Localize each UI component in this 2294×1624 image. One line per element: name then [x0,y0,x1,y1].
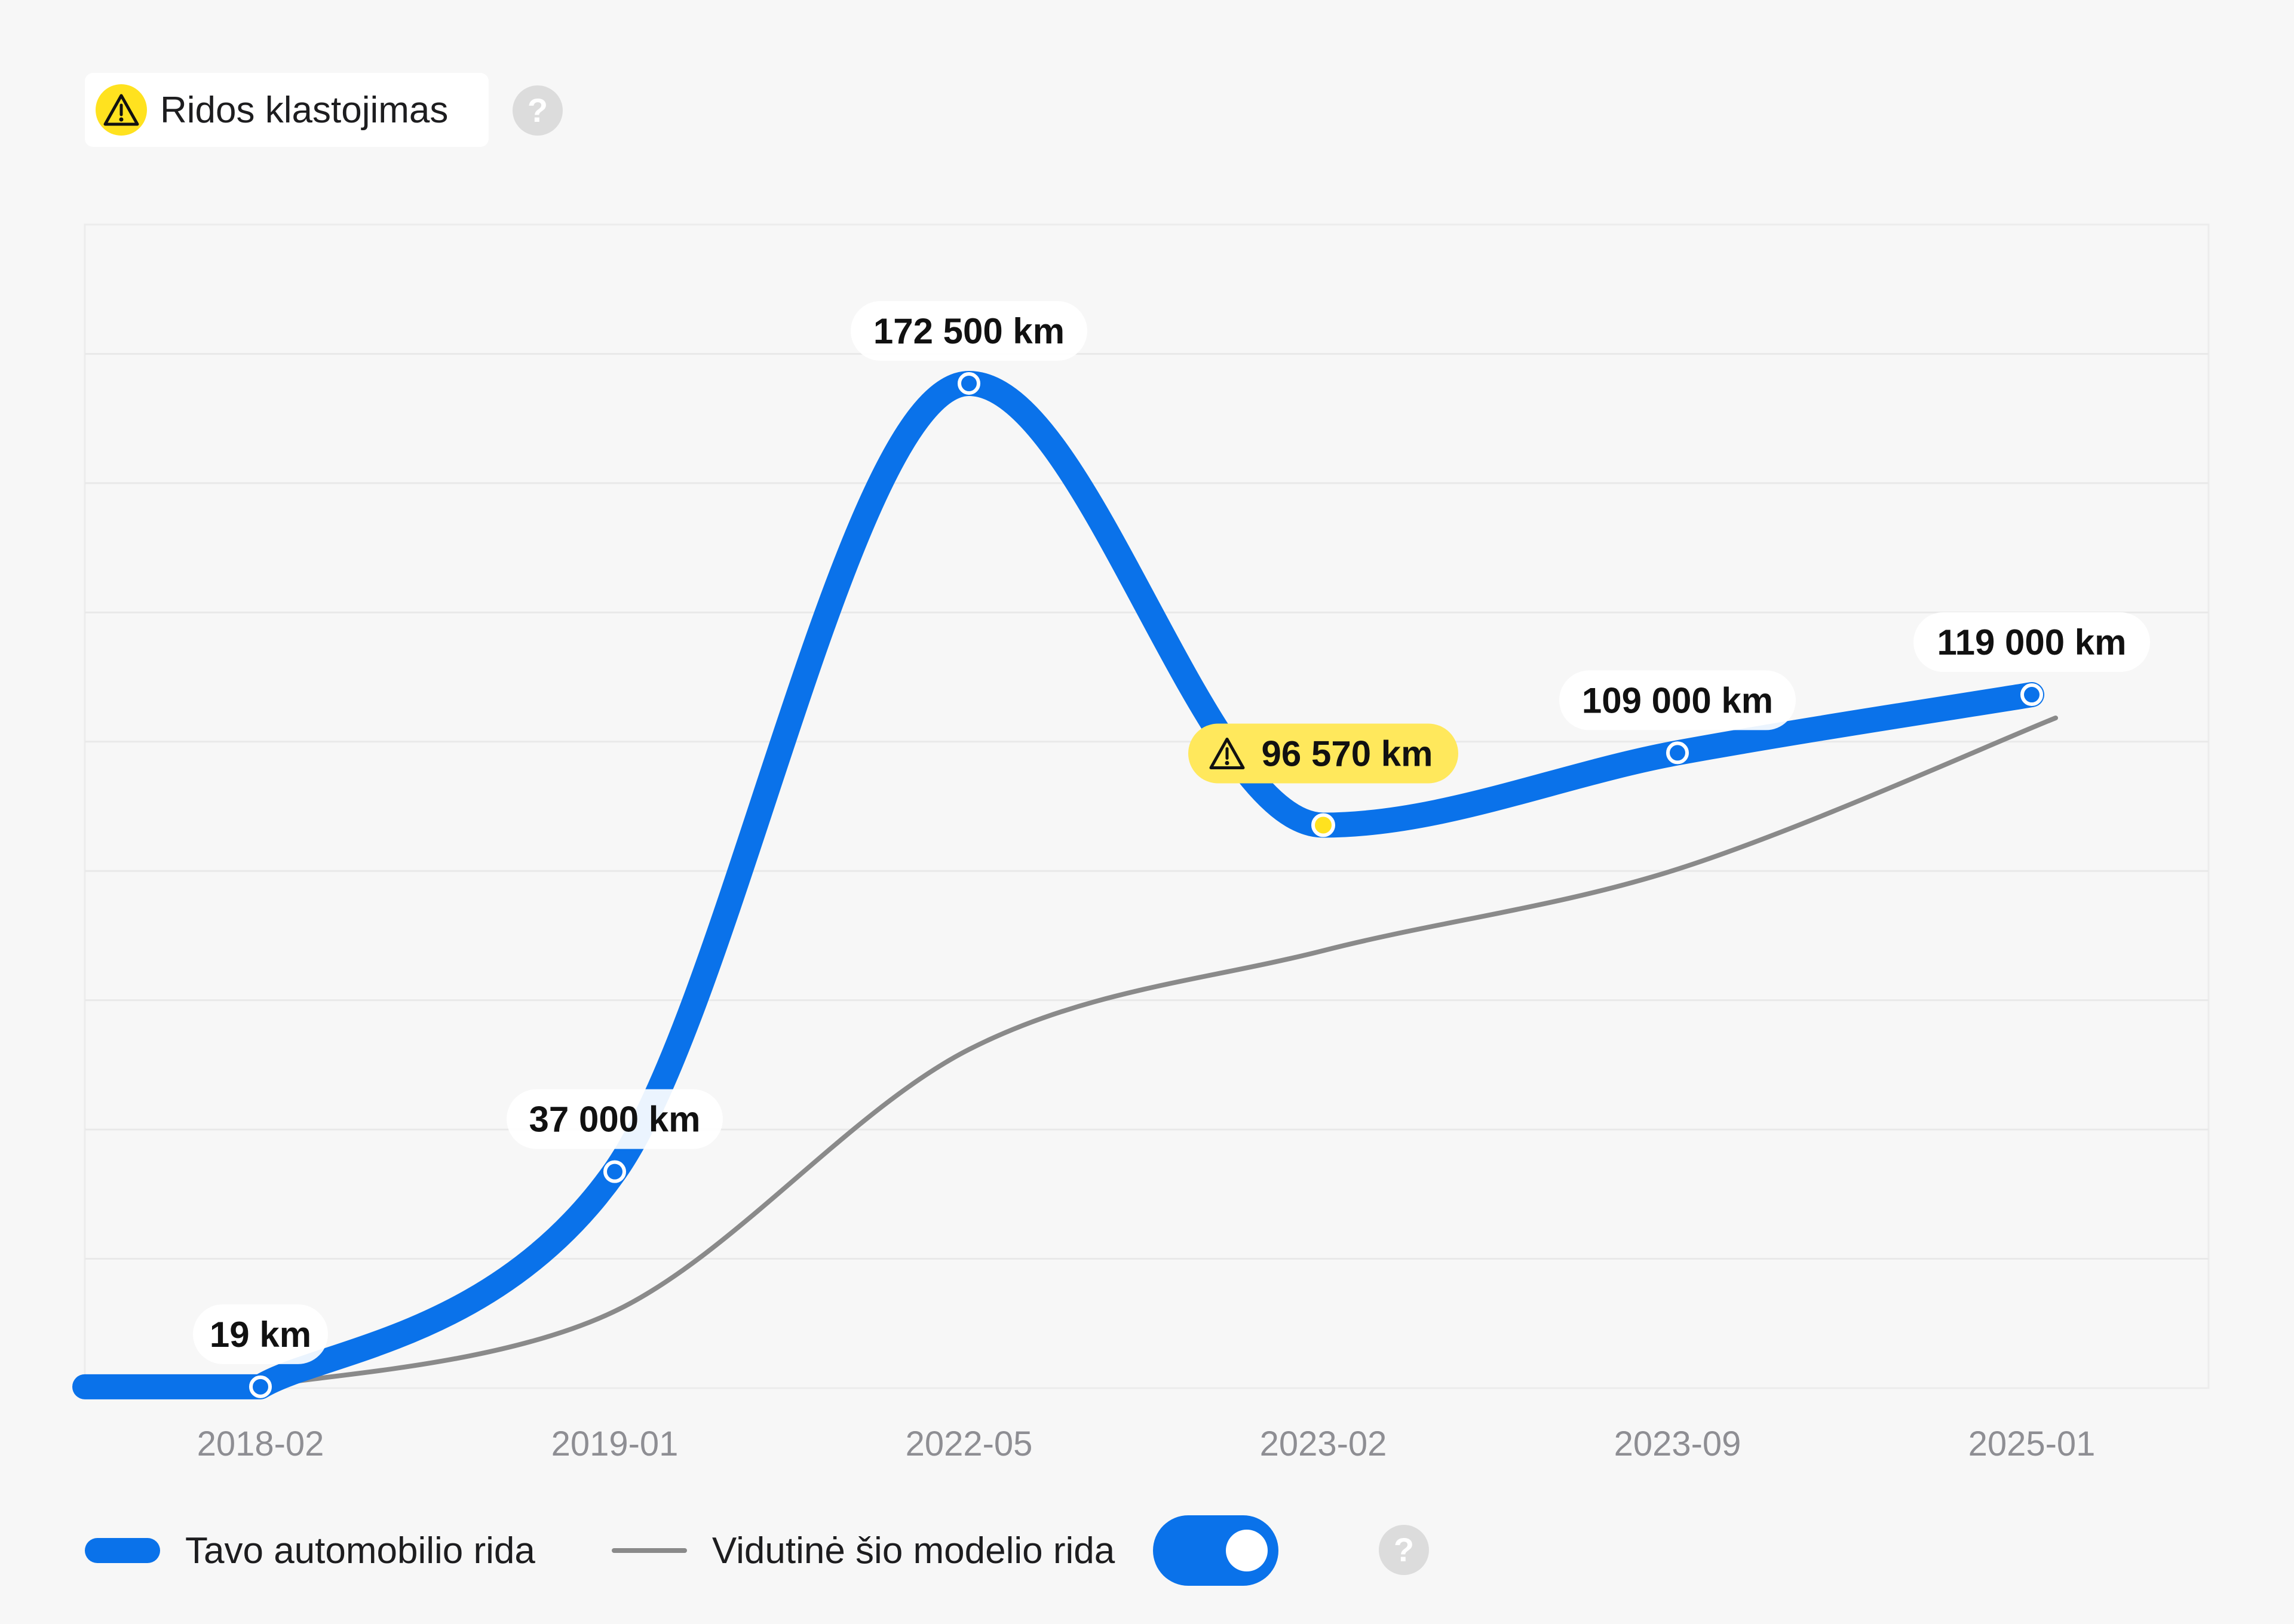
x-tick-label: 2025-01 [1968,1425,2096,1463]
x-axis-ticks: 2018-02 2019-01 2022-05 2023-02 2023-09 2025-… [197,1425,2096,1463]
data-label-bg [1188,723,1458,784]
data-label-text: 37 000 km [529,1100,701,1140]
data-label: 119 000 km [1913,612,2150,673]
data-label-text: 172 500 km [873,311,1065,351]
data-label-flagged: 96 570 km [1188,723,1458,784]
data-point [1666,741,1689,765]
help-question-icon[interactable]: ? [1379,1525,1429,1575]
grid-lines [85,352,2209,1260]
legend-item-your-car: Tavo automobilio rida [85,1530,535,1572]
data-label-bg [1913,612,2150,673]
legend-label-average: Vidutinė šio modelio rida [711,1530,1115,1571]
legend-swatch-your-car [85,1538,160,1563]
data-point [603,1160,626,1183]
plot-area [84,223,2210,1389]
data-markers [249,372,2043,1398]
warning-triangle-icon [1209,737,1245,769]
badge-ridos-klastojimas: Ridos klastojimas [85,73,489,147]
data-label-bg [507,1089,723,1149]
data-label-bg [1559,670,1796,730]
data-label-text: 19 km [210,1315,311,1355]
legend: Tavo automobilio rida Vidutinė šio model… [85,1515,1279,1586]
legend-swatch-average [611,1548,687,1553]
data-label: 172 500 km [851,301,1087,361]
data-label: 19 km [193,1304,328,1364]
data-point [249,1375,272,1398]
x-tick-label: 2018-02 [197,1425,324,1463]
x-tick-label: 2023-02 [1260,1425,1387,1463]
data-label-bg [851,301,1087,361]
x-tick-label: 2019-01 [551,1425,679,1463]
data-labels: 19 km 37 000 km 172 500 km 96 570 km 109 000… [193,301,2150,1364]
data-label: 109 000 km [1559,670,1796,730]
toggle-knob [1226,1530,1268,1571]
data-point-flagged [1311,813,1335,837]
data-point [958,372,980,395]
help-question-icon[interactable]: ? [513,85,563,136]
legend-label-your-car: Tavo automobilio rida [185,1530,535,1571]
legend-item-average: Vidutinė šio modelio rida [611,1530,1115,1572]
data-label-text: 109 000 km [1582,680,1773,720]
x-tick-label: 2023-09 [1614,1425,1741,1463]
series-line-average [258,716,2058,1389]
data-label-bg [193,1304,328,1364]
data-label-text: 119 000 km [1937,622,2127,662]
x-tick-label: 2022-05 [906,1425,1033,1463]
badge-label: Ridos klastojimas [160,89,449,131]
data-point [2020,683,2043,707]
average-toggle-switch[interactable] [1153,1515,1279,1586]
data-label: 37 000 km [507,1089,723,1149]
warning-triangle-icon [96,84,147,136]
data-label-text: 96 570 km [1262,733,1433,773]
